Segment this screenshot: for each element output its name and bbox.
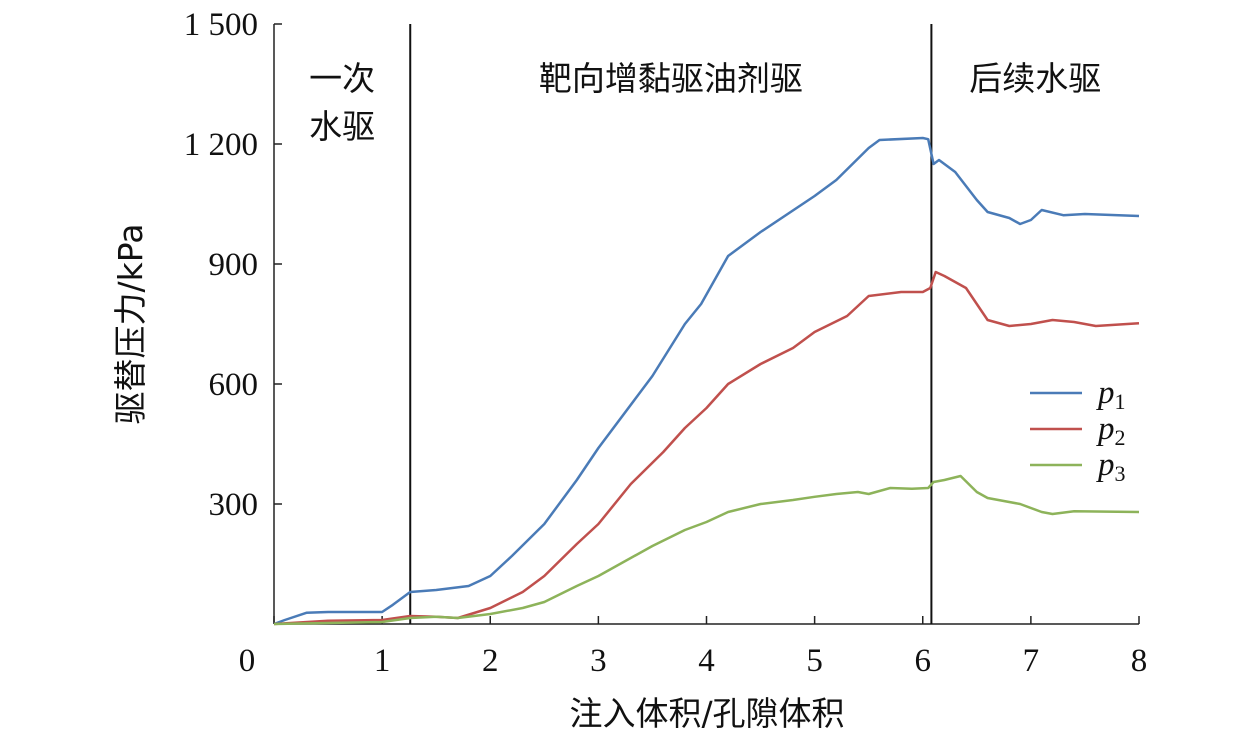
legend-subscript: 2 [1115,425,1126,450]
x-tick-label: 4 [698,643,715,679]
series-line-p3 [273,474,1140,626]
x-tick-label: 8 [1131,643,1148,679]
series-line-p1 [273,136,1140,626]
legend-label: p2 [1096,411,1126,450]
y-tick-label: 1 200 [184,127,258,163]
y-axis-label: 驱替压力/kPa [111,224,150,425]
x-tick-label: 6 [915,643,932,679]
legend-label: p1 [1096,375,1126,414]
x-tick-label: 2 [482,643,499,679]
x-tick-label: 5 [806,643,823,679]
x-tick-label: 1 [374,643,391,679]
y-tick-label: 600 [209,367,259,403]
stage-label: 水驱 [309,107,375,146]
origin-label: 0 [239,643,256,679]
y-tick-label: 900 [209,247,259,283]
x-axis-label: 注入体积/孔隙体积 [569,694,844,733]
series-line-p2 [273,270,1140,626]
stage-label: 一次 [309,59,375,98]
stage-label: 后续水驱 [969,59,1101,98]
x-tick-label: 7 [1023,643,1040,679]
y-tick-label: 300 [209,487,259,523]
x-tick-label: 3 [590,643,607,679]
legend-subscript: 3 [1115,461,1126,486]
y-tick-label: 1 500 [184,7,258,43]
stage-label: 靶向增黏驱油剂驱 [539,59,803,98]
legend-label: p3 [1096,447,1126,486]
legend-subscript: 1 [1115,389,1126,414]
